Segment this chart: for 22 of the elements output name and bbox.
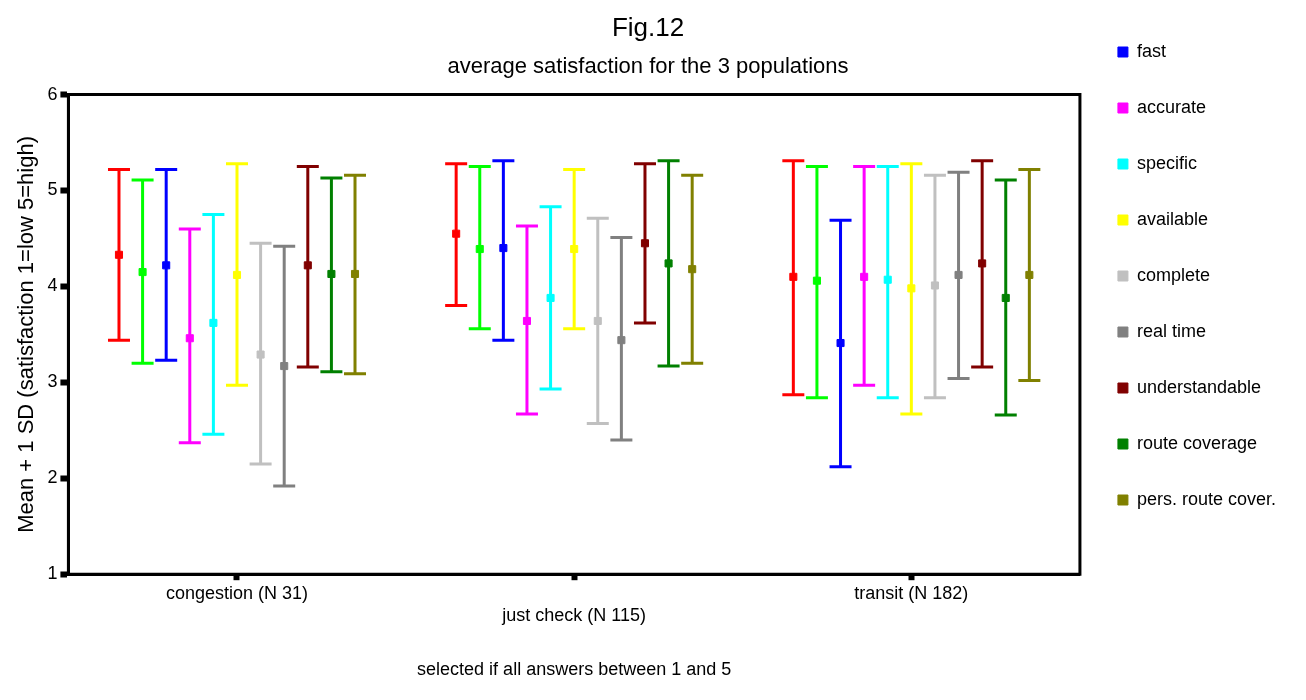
y-tick-label: 3 xyxy=(47,371,58,392)
chart-title: Fig.12 xyxy=(611,11,685,42)
legend-label: understandable xyxy=(1136,376,1262,397)
x-axis-title: selected if all answers between 1 and 5 xyxy=(417,659,732,680)
y-tick-label: 4 xyxy=(47,275,58,296)
legend-label: fast xyxy=(1136,40,1166,61)
legend-label: specific xyxy=(1136,152,1197,173)
x-tick-label: just check (N 115) xyxy=(501,604,647,625)
legend-label: available xyxy=(1136,208,1208,229)
y-tick-label: 1 xyxy=(47,563,58,584)
y-tick-label: 6 xyxy=(47,83,58,104)
legend-label: complete xyxy=(1136,264,1210,285)
y-tick-label: 5 xyxy=(47,179,58,200)
chart-subtitle: average satisfaction for the 3 populations xyxy=(447,53,849,79)
legend-label: pers. route cover. xyxy=(1136,488,1277,509)
legend-label: real time xyxy=(1136,320,1206,341)
y-tick-label: 2 xyxy=(47,467,58,488)
legend-label: route coverage xyxy=(1136,432,1258,453)
x-tick-label: congestion (N 31) xyxy=(165,582,309,603)
y-axis-title: Mean + 1 SD (satisfaction 1=low 5=high) xyxy=(13,135,39,533)
x-tick-label: transit (N 182) xyxy=(854,582,969,603)
legend-label: accurate xyxy=(1136,96,1206,117)
